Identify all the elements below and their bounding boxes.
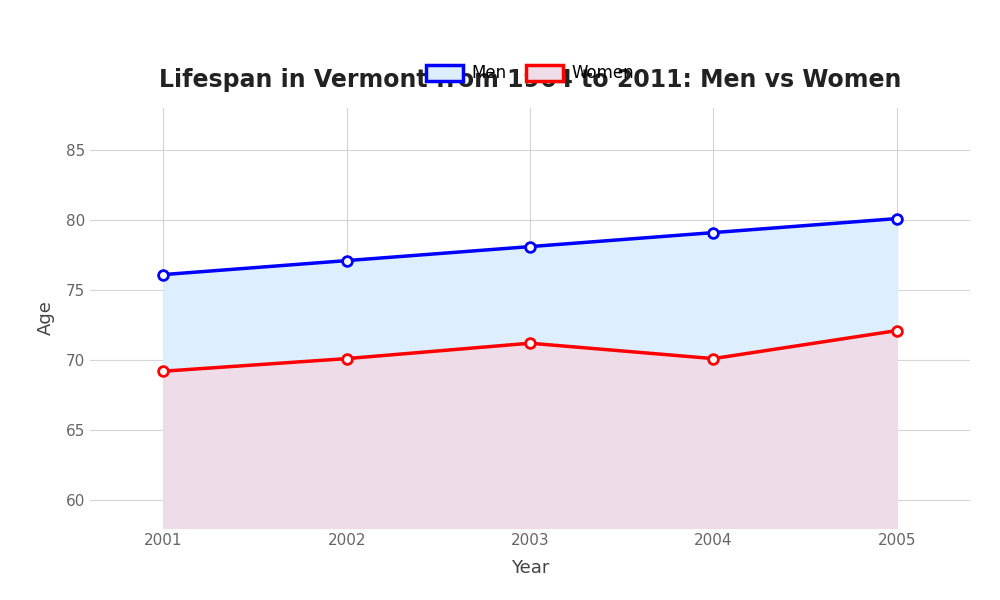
Y-axis label: Age: Age [37,301,55,335]
Legend: Men, Women: Men, Women [419,58,641,89]
Title: Lifespan in Vermont from 1964 to 2011: Men vs Women: Lifespan in Vermont from 1964 to 2011: M… [159,68,901,92]
X-axis label: Year: Year [511,559,549,577]
